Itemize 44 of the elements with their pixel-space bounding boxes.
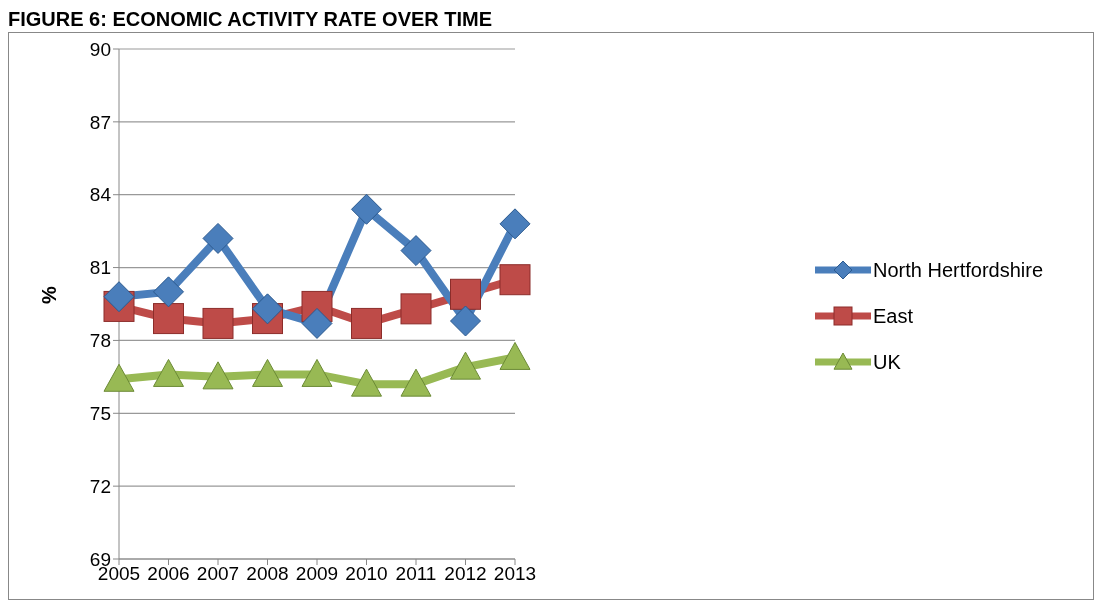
point: [499, 264, 531, 296]
x-tick-label: 2010: [345, 563, 388, 585]
point: [450, 305, 481, 337]
y-tick-label: 78: [89, 330, 111, 352]
x-tick-label: 2013: [493, 563, 537, 585]
point: [202, 222, 234, 254]
point: [499, 208, 531, 240]
point: [153, 276, 184, 308]
point: [351, 368, 382, 397]
y-tick-label: 81: [89, 257, 111, 279]
point: [103, 281, 135, 313]
point: [351, 307, 382, 339]
point: [351, 193, 382, 225]
x-tick-label: 2006: [147, 563, 190, 585]
legend-label: East: [873, 304, 914, 328]
y-tick-label: 72: [89, 475, 111, 497]
x-tick-label: 2009: [295, 563, 339, 585]
legend-label: North Hertfordshire: [873, 258, 1044, 282]
point: [202, 361, 234, 390]
x-tick-label: 2007: [196, 563, 240, 585]
point: [103, 363, 135, 392]
y-tick-label: 75: [89, 403, 111, 425]
point: [400, 368, 432, 397]
x-tick-label: 2012: [444, 563, 487, 585]
legend-label: UK: [873, 350, 901, 374]
point: [252, 293, 283, 325]
x-tick-label: 2011: [395, 563, 437, 585]
point: [450, 351, 481, 380]
point: [252, 358, 283, 387]
y-axis-title: %: [38, 286, 61, 304]
point: [153, 358, 184, 387]
x-tick-label: 2008: [246, 563, 289, 585]
chart-title: FIGURE 6: ECONOMIC ACTIVITY RATE OVER TIME: [8, 8, 494, 32]
point: [301, 307, 333, 339]
point: [153, 303, 184, 335]
point: [450, 278, 481, 310]
point: [400, 293, 432, 325]
point: [301, 358, 333, 387]
y-tick-label: 90: [89, 38, 111, 60]
point: [202, 307, 234, 339]
point: [400, 235, 432, 267]
y-tick-label: 87: [89, 111, 111, 133]
point: [499, 341, 531, 370]
y-tick-label: 84: [89, 184, 112, 206]
